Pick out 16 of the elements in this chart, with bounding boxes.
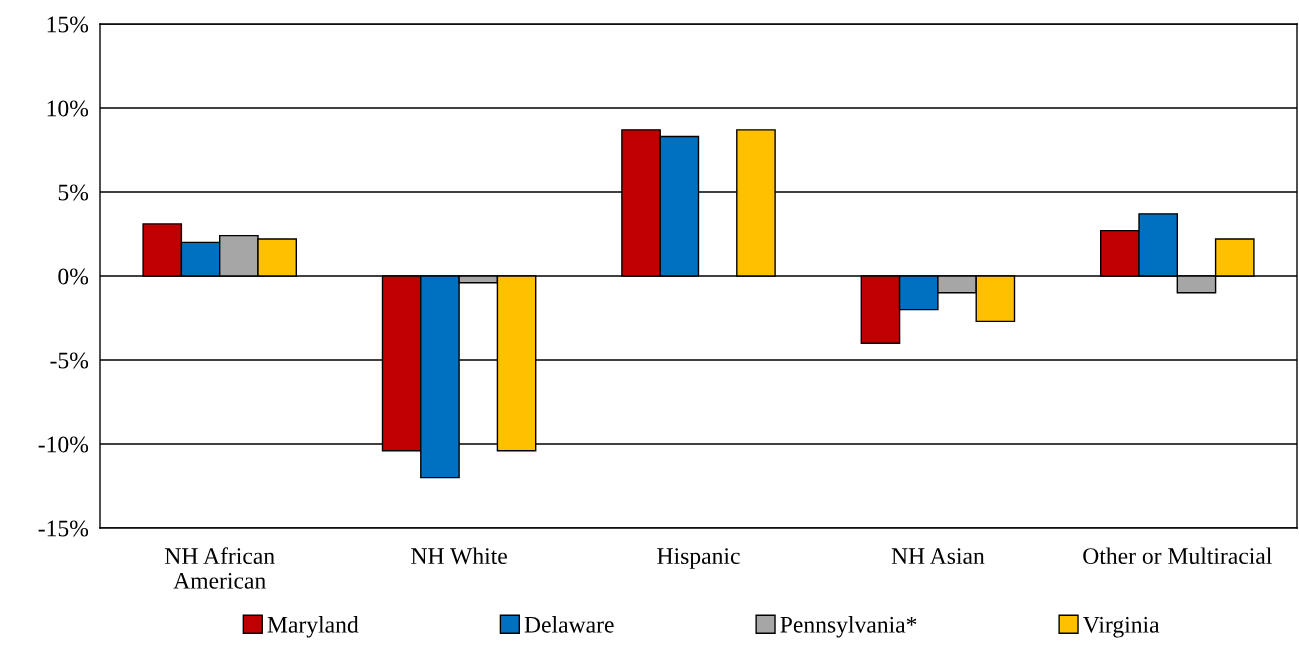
x-tick-label: NH Asian — [891, 548, 985, 565]
y-tick-label: -15% — [38, 520, 89, 537]
legend-label: Delaware — [524, 616, 614, 633]
y-tick-label: -10% — [38, 436, 89, 453]
legend-label: Virginia — [1083, 616, 1160, 638]
x-tick-label: Other or Multiracial — [1083, 547, 1272, 565]
x-tick-label: Hispanic — [657, 548, 740, 569]
legend-label: Pennsylvania* — [780, 616, 917, 638]
x-tick-label: NH White — [411, 547, 507, 565]
y-tick-label: 0% — [58, 268, 89, 285]
legend-label: Maryland — [267, 616, 359, 638]
y-tick-label: 15% — [47, 16, 89, 33]
y-tick-label: 10% — [47, 100, 89, 117]
x-tick-label: NH African American — [164, 547, 275, 589]
y-tick-label: -5% — [50, 352, 89, 369]
y-tick-label: 5% — [58, 184, 89, 201]
